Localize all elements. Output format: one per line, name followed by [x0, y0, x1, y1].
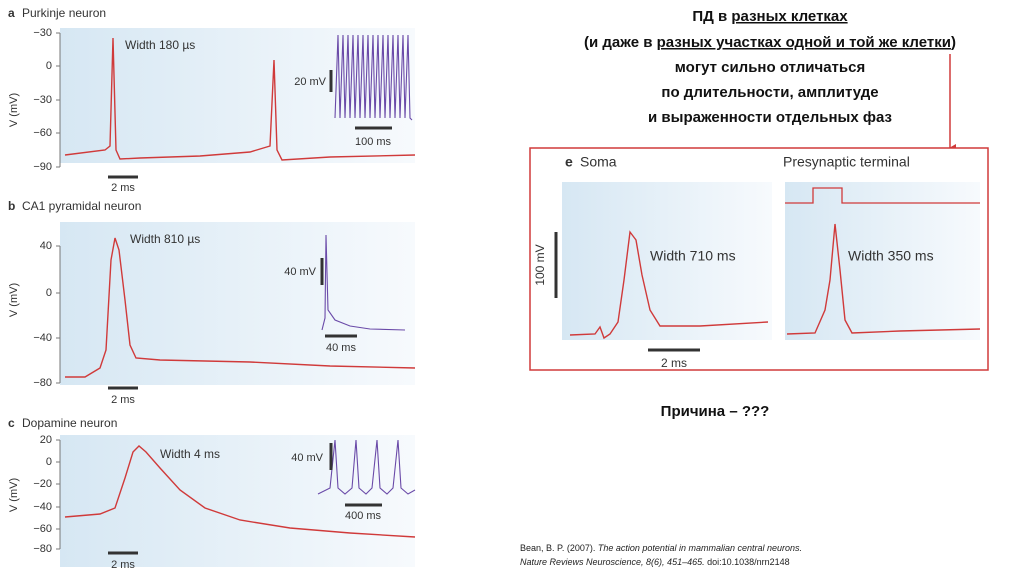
tick-label: −20	[33, 478, 52, 490]
inset-t: 100 ms	[355, 136, 392, 148]
tick-label: −60	[33, 127, 52, 139]
inset-t: 40 ms	[326, 342, 356, 354]
width-label: Width 4 ms	[160, 447, 220, 461]
panel-b: b CA1 pyramidal neuron V (mV) 40 0 −40 −…	[8, 199, 416, 406]
panel-title: Dopamine neuron	[22, 416, 117, 430]
reference-line: Bean, B. P. (2007). The action potential…	[520, 543, 802, 553]
tick-label: 20	[40, 434, 52, 446]
text: doi:10.1038/nrn2148	[705, 557, 790, 567]
heading: ПД в разных клетках (и даже в разных уча…	[584, 8, 956, 152]
panel-title: CA1 pyramidal neuron	[22, 199, 141, 213]
inset-v: 40 mV	[291, 452, 323, 464]
inset-trace	[334, 34, 413, 121]
tick-label: −30	[33, 94, 52, 106]
scale-v: 100 mV	[533, 244, 547, 285]
axis	[56, 439, 61, 550]
scale-t: 2 ms	[661, 356, 687, 370]
width-label: Width 350 ms	[848, 248, 934, 264]
plot-bg	[562, 182, 772, 340]
inset-trace	[321, 234, 406, 331]
trace	[64, 445, 416, 538]
stimulus	[785, 187, 980, 204]
plot-bg	[785, 182, 980, 340]
tick-label: −40	[33, 501, 52, 513]
scale-t: 2 ms	[111, 182, 135, 194]
tick-label: −60	[33, 523, 52, 535]
plot-bg	[60, 435, 415, 567]
tick-label: −90	[33, 161, 52, 173]
figure-box: e Soma Presynaptic terminal 100 mV Width…	[529, 147, 989, 371]
panel-letter: a	[8, 6, 15, 20]
trace	[65, 237, 416, 378]
heading-line: могут сильно отличаться	[675, 59, 865, 76]
tick-label: 0	[46, 456, 52, 468]
tick-label: 40	[40, 240, 52, 252]
reference-line: Nature Reviews Neuroscience, 8(6), 451–4…	[520, 557, 790, 567]
width-label: Width 710 ms	[650, 248, 736, 264]
heading-line: (и даже в разных участках одной и той же…	[584, 34, 956, 51]
y-label: V (mV)	[8, 93, 20, 127]
reference: Bean, B. P. (2007). The action potential…	[520, 543, 802, 567]
inset-v: 40 mV	[284, 266, 316, 278]
trace	[569, 230, 769, 340]
tick-label: −30	[33, 27, 52, 39]
tick-label: 0	[46, 287, 52, 299]
y-label: V (mV)	[8, 478, 20, 512]
panel-letter: b	[8, 199, 15, 213]
axis	[56, 245, 61, 384]
text: (и даже в	[584, 34, 657, 51]
trace	[786, 223, 981, 335]
tick-label: −80	[33, 543, 52, 555]
text: Nature Reviews Neuroscience, 8(6), 451–4…	[520, 557, 705, 567]
inset-v: 20 mV	[294, 76, 326, 88]
inset-t: 400 ms	[345, 510, 382, 522]
heading-line: и выраженности отдельных фаз	[648, 109, 892, 126]
y-label: V (mV)	[8, 283, 20, 317]
question: Причина – ???	[661, 403, 770, 420]
tick-label: −80	[33, 377, 52, 389]
scale-t: 2 ms	[111, 559, 135, 571]
heading-line: по длительности, амплитуде	[661, 84, 878, 101]
axis	[56, 32, 61, 168]
text: Bean, B. P. (2007).	[520, 543, 598, 553]
scale-t: 2 ms	[111, 394, 135, 406]
text: )	[951, 34, 956, 51]
width-label: Width 810 µs	[130, 232, 200, 246]
panel-title: Soma	[580, 154, 617, 170]
text: The action potential in mammalian centra…	[598, 543, 802, 553]
panel-a: a Purkinje neuron V (mV) −30 0 −30 −60 −…	[8, 6, 416, 194]
panel-c: c Dopamine neuron V (mV) 20 0 −20 −40 −6…	[8, 416, 416, 571]
inset-trace	[317, 439, 416, 495]
width-label: Width 180 µs	[125, 38, 195, 52]
trace	[64, 37, 416, 161]
heading-line: ПД в разных клетках	[692, 8, 848, 25]
panel-title: Presynaptic terminal	[783, 154, 910, 170]
panel-letter: e	[565, 154, 573, 170]
text: разных участках одной и той же клетки	[657, 34, 951, 51]
text: разных клетках	[731, 8, 848, 25]
tick-label: −40	[33, 332, 52, 344]
text: ПД в	[692, 8, 731, 25]
tick-label: 0	[46, 60, 52, 72]
panel-letter: c	[8, 416, 15, 430]
panel-title: Purkinje neuron	[22, 6, 106, 20]
